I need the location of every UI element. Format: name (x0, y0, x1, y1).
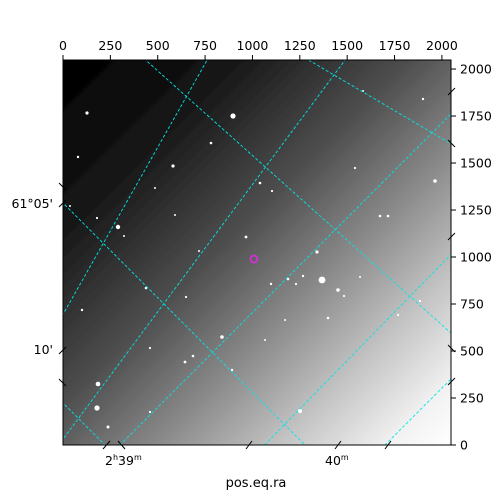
grid-line (63, 202, 306, 445)
star (378, 214, 382, 218)
top-tick-label: 1750 (379, 38, 411, 53)
star (270, 189, 274, 193)
star (326, 316, 330, 320)
right-tick-label: 1250 (460, 203, 492, 218)
dec-tick-label-2: 10' (34, 342, 53, 357)
grid-line (119, 113, 451, 445)
star (230, 113, 236, 119)
dec-axis (58, 182, 67, 387)
target-marker-icon (249, 254, 259, 264)
star (315, 250, 319, 254)
star (171, 164, 175, 168)
top-tick-label: 1000 (237, 38, 269, 53)
star (294, 282, 298, 286)
star (95, 216, 99, 220)
star (85, 111, 89, 115)
star (76, 155, 80, 159)
star (148, 410, 152, 414)
star (359, 276, 361, 278)
star (386, 214, 390, 218)
top-tick-label: 500 (146, 38, 170, 53)
ra-tick-label-2: 40m (325, 453, 349, 468)
x-axis-title: pos.eq.ra (226, 476, 287, 491)
star (115, 224, 121, 230)
star (421, 97, 425, 101)
star (209, 141, 213, 145)
star (433, 179, 437, 183)
grid-line (307, 60, 451, 145)
star (220, 335, 224, 339)
top-tick-label: 0 (59, 38, 67, 53)
top-tick-label: 1250 (284, 38, 316, 53)
right-tick-label: 500 (460, 344, 484, 359)
grid-line (144, 60, 451, 334)
star (148, 346, 152, 350)
right-tick-label: 1500 (460, 156, 492, 171)
star (183, 360, 187, 364)
top-tick-label: 1500 (331, 38, 363, 53)
grid-line (384, 378, 451, 445)
top-tick-label: 250 (98, 38, 122, 53)
star (258, 181, 262, 185)
dec-tick-label-1: 61°05' (12, 196, 54, 211)
star (318, 276, 326, 284)
star (230, 368, 234, 372)
star (123, 235, 125, 237)
star (95, 381, 101, 387)
right-tick-label: 0 (460, 438, 468, 453)
top-tick-label: 2000 (426, 38, 458, 53)
star (298, 409, 302, 413)
ra-axis (102, 440, 392, 450)
star (396, 313, 400, 317)
sky-image (63, 60, 451, 445)
top-pixel-axis: 0 250 500 750 1000 1250 1500 1750 2000 (59, 38, 458, 60)
star (418, 299, 422, 303)
star (191, 354, 195, 358)
star (284, 319, 286, 321)
star (154, 187, 156, 189)
star (264, 339, 266, 341)
grid-line (63, 60, 208, 316)
right-tick-label: 1750 (460, 109, 492, 124)
top-tick-label: 750 (193, 38, 217, 53)
star (301, 274, 305, 278)
star (69, 205, 71, 207)
star (244, 235, 248, 239)
plot-frame (62, 59, 452, 446)
grid-line (63, 60, 346, 440)
star (144, 286, 148, 290)
star (80, 308, 84, 312)
star (94, 405, 100, 411)
right-pixel-axis: 0 250 500 750 1000 1250 1500 1750 2000 (451, 62, 492, 453)
star (106, 425, 110, 429)
right-grid-ticks (447, 87, 456, 386)
right-tick-label: 2000 (460, 62, 492, 77)
star (336, 288, 340, 292)
star (198, 250, 200, 252)
star-field (69, 90, 437, 445)
streak (261, 424, 284, 445)
star (286, 277, 290, 281)
star (269, 282, 273, 286)
right-tick-label: 1000 (460, 250, 492, 265)
coordinate-grid (63, 60, 451, 445)
right-tick-label: 250 (460, 391, 484, 406)
ra-tick-label-1: 2h39m (105, 453, 142, 468)
star (174, 214, 176, 216)
star (342, 294, 346, 298)
right-tick-label: 750 (460, 297, 484, 312)
star (184, 295, 188, 299)
star (353, 166, 357, 170)
